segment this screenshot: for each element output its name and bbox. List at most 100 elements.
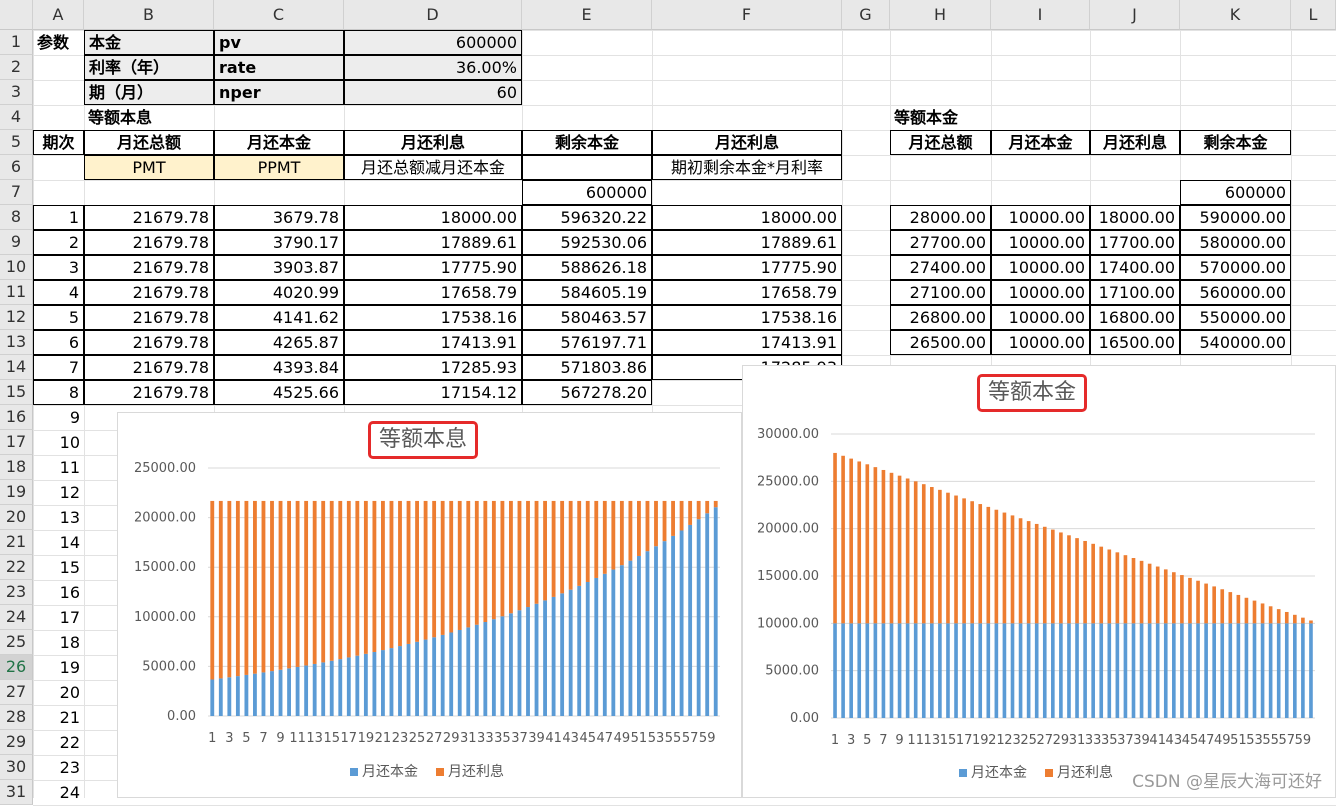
left-value[interactable]: 17154.12 [344,380,522,405]
column-header-L[interactable]: L [1291,0,1336,30]
row-header-27[interactable]: 27 [0,680,33,705]
right-table-title[interactable]: 等额本金 [894,108,959,127]
period-number[interactable]: 21 [59,708,80,727]
param-name[interactable]: 期（月） [84,80,214,105]
period-number[interactable]: 12 [59,483,80,502]
left-formula[interactable]: 月还总额减月还本金 [344,155,522,180]
right-value[interactable]: 10000.00 [991,330,1090,355]
row-header-26[interactable]: 26 [0,655,33,680]
right-value[interactable]: 540000.00 [1180,330,1291,355]
row-header-28[interactable]: 28 [0,705,33,730]
param-key[interactable]: nper [214,80,344,105]
left-value[interactable]: 17889.61 [652,230,842,255]
left-value[interactable]: 18000.00 [344,205,522,230]
row-header-10[interactable]: 10 [0,255,33,280]
left-value[interactable]: 588626.18 [522,255,652,280]
column-header-K[interactable]: K [1180,0,1291,30]
row-header-5[interactable]: 5 [0,130,33,155]
left-value[interactable]: 17775.90 [652,255,842,280]
right-value[interactable]: 17700.00 [1090,230,1180,255]
period-number[interactable]: 2 [33,230,84,255]
left-value[interactable]: 3903.87 [214,255,344,280]
left-value[interactable]: 3790.17 [214,230,344,255]
left-value[interactable]: 21679.78 [84,255,214,280]
select-all-corner[interactable] [0,0,33,30]
period-number[interactable]: 16 [59,583,80,602]
left-value[interactable]: 592530.06 [522,230,652,255]
column-header-J[interactable]: J [1090,0,1180,30]
left-value[interactable]: 567278.20 [522,380,652,405]
left-value[interactable]: 4393.84 [214,355,344,380]
right-value[interactable]: 590000.00 [1180,205,1291,230]
row-header-15[interactable]: 15 [0,380,33,405]
right-value[interactable]: 550000.00 [1180,305,1291,330]
right-value[interactable]: 16500.00 [1090,330,1180,355]
left-value[interactable]: 21679.78 [84,355,214,380]
left-value[interactable]: 21679.78 [84,330,214,355]
right-value[interactable]: 580000.00 [1180,230,1291,255]
left-formula[interactable]: PPMT [214,155,344,180]
right-value[interactable]: 570000.00 [1180,255,1291,280]
period-number[interactable]: 11 [59,458,80,477]
row-header-3[interactable]: 3 [0,80,33,105]
left-value[interactable]: 17658.79 [652,280,842,305]
right-header[interactable]: 月还总额 [890,130,991,155]
column-header-I[interactable]: I [991,0,1090,30]
left-table-title[interactable]: 等额本息 [88,108,153,127]
period-number[interactable]: 24 [59,783,80,802]
period-number[interactable]: 22 [59,733,80,752]
left-value[interactable]: 17285.93 [344,355,522,380]
left-value[interactable]: 17538.16 [344,305,522,330]
right-header[interactable]: 剩余本金 [1180,130,1291,155]
param-value[interactable]: 600000 [344,30,522,55]
right-value[interactable]: 10000.00 [991,230,1090,255]
period-number[interactable]: 13 [59,508,80,527]
left-value[interactable]: 21679.78 [84,230,214,255]
right-value[interactable]: 17100.00 [1090,280,1180,305]
row-header-13[interactable]: 13 [0,330,33,355]
left-header[interactable]: 月还利息 [344,130,522,155]
left-header[interactable]: 剩余本金 [522,130,652,155]
left-header[interactable]: 期次 [33,130,84,155]
left-value[interactable]: 4265.87 [214,330,344,355]
period-number[interactable]: 1 [33,205,84,230]
left-value[interactable]: 17775.90 [344,255,522,280]
period-number[interactable]: 3 [33,255,84,280]
left-header[interactable]: 月还本金 [214,130,344,155]
right-value[interactable]: 18000.00 [1090,205,1180,230]
left-value[interactable]: 18000.00 [652,205,842,230]
right-value[interactable]: 26500.00 [890,330,991,355]
column-header-A[interactable]: A [33,0,84,30]
right-value[interactable]: 16800.00 [1090,305,1180,330]
right-value[interactable]: 27400.00 [890,255,991,280]
column-header-E[interactable]: E [522,0,652,30]
row-header-23[interactable]: 23 [0,580,33,605]
params-label[interactable]: 参数 [37,33,70,52]
row-header-11[interactable]: 11 [0,280,33,305]
left-formula[interactable]: PMT [84,155,214,180]
param-value[interactable]: 60 [344,80,522,105]
right-value[interactable]: 17400.00 [1090,255,1180,280]
right-value[interactable]: 10000.00 [991,255,1090,280]
row-header-16[interactable]: 16 [0,405,33,430]
row-header-17[interactable]: 17 [0,430,33,455]
left-value[interactable]: 4141.62 [214,305,344,330]
period-number[interactable]: 4 [33,280,84,305]
param-key[interactable]: rate [214,55,344,80]
column-header-C[interactable]: C [214,0,344,30]
chart-equal-principal[interactable]: 等额本金 0.00 5000.00 10000.00 15000.00 20000.00… [742,365,1336,798]
right-init-remaining[interactable]: 600000 [1180,180,1291,205]
left-formula[interactable] [522,155,652,180]
row-header-9[interactable]: 9 [0,230,33,255]
left-value[interactable]: 4525.66 [214,380,344,405]
left-value[interactable]: 576197.71 [522,330,652,355]
row-header-12[interactable]: 12 [0,305,33,330]
row-header-21[interactable]: 21 [0,530,33,555]
row-header-8[interactable]: 8 [0,205,33,230]
left-header[interactable]: 月还利息 [652,130,842,155]
row-header-7[interactable]: 7 [0,180,33,205]
left-value[interactable]: 21679.78 [84,305,214,330]
right-value[interactable]: 560000.00 [1180,280,1291,305]
right-value[interactable]: 10000.00 [991,305,1090,330]
left-value[interactable]: 580463.57 [522,305,652,330]
